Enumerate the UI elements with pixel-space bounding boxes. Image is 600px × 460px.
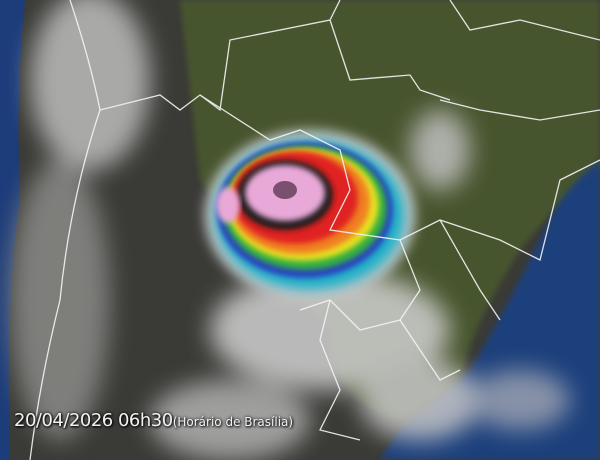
pacific-ocean [0, 0, 25, 460]
storm-system [205, 130, 415, 300]
timestamp-datetime: 20/04/2026 06h30 [14, 410, 173, 431]
country-borders [29, 0, 600, 460]
timestamp-label: 20/04/2026 06h30(Horário de Brasília) [14, 410, 293, 431]
timestamp-timezone: (Horário de Brasília) [172, 415, 294, 429]
